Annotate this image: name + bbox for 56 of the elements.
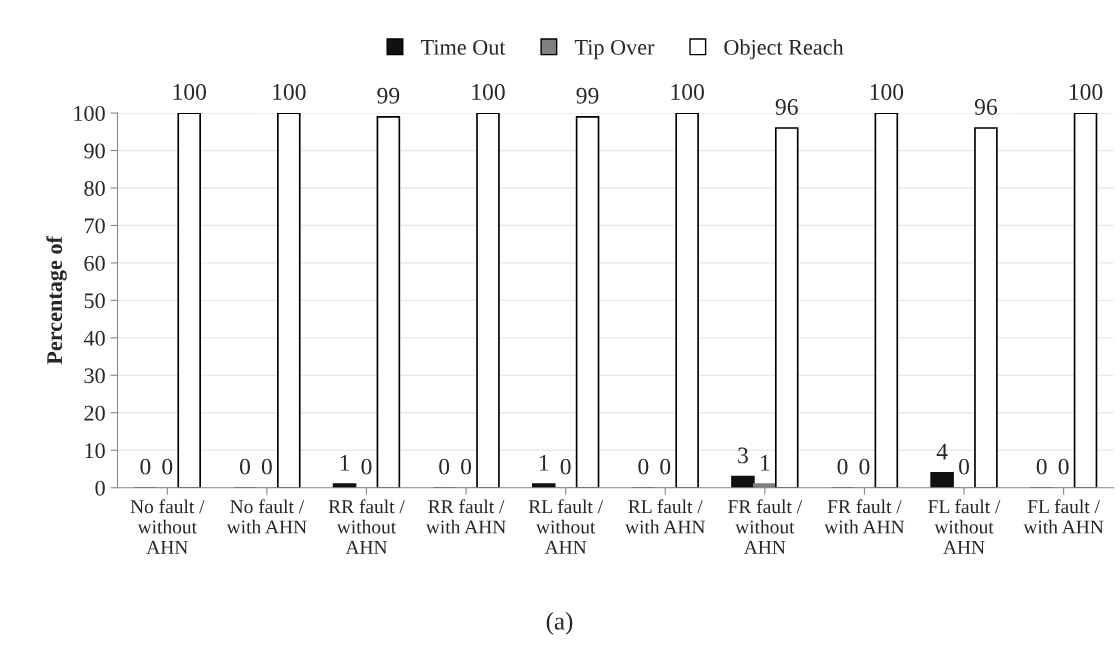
data-label: 1	[761, 455, 770, 471]
y-tick-label: 40	[83, 330, 105, 346]
y-tick-label: 50	[84, 293, 105, 309]
y-tick-label: 10	[85, 443, 105, 459]
x-tick-label: RL fault / with AHN	[625, 499, 706, 534]
data-label: 100	[273, 83, 306, 100]
x-tick-label: RR fault / with AHN	[425, 499, 506, 534]
data-label: 0	[261, 458, 272, 475]
data-label: 4	[936, 443, 948, 460]
data-label: 0	[140, 458, 151, 475]
data-label: 0	[1036, 458, 1047, 475]
data-label: 100	[472, 83, 505, 100]
legend-label: Tip Over	[574, 39, 655, 60]
y-tick-label: 20	[84, 405, 105, 421]
y-tick-label: 30	[84, 368, 105, 384]
text: (a)	[546, 612, 573, 635]
data-label: 100	[1069, 83, 1103, 100]
y-tick-label: 90	[84, 143, 105, 159]
x-tick-label: No fault / without AHN	[130, 499, 205, 554]
data-label: 0	[239, 458, 250, 475]
data-label: 0	[1058, 458, 1069, 475]
x-tick-label: FR fault / without AHN	[728, 499, 803, 554]
data-label: 0	[361, 458, 372, 475]
data-label: 100	[173, 83, 207, 100]
data-label: 0	[837, 458, 848, 475]
x-tick-label: RL fault / without AHN	[528, 499, 604, 554]
data-label: 3	[738, 447, 748, 464]
data-label: 99	[377, 87, 400, 104]
y-axis-title: Percentage of	[46, 235, 67, 365]
data-label: 0	[638, 458, 649, 475]
data-label: 0	[560, 458, 571, 475]
data-label: 100	[671, 83, 704, 100]
y-tick-label: 0	[95, 480, 105, 496]
y-tick-label: 80	[84, 180, 105, 196]
data-label: 96	[974, 99, 998, 115]
data-label: 1	[340, 455, 350, 471]
data-label: 0	[859, 458, 870, 475]
data-label: 0	[162, 458, 173, 475]
data-label: 0	[461, 458, 472, 475]
legend-label: Time Out	[420, 39, 506, 55]
data-label: 1	[539, 455, 549, 471]
data-label: 96	[775, 99, 798, 115]
data-label: 0	[660, 458, 671, 475]
data-label: 0	[439, 458, 450, 475]
x-tick-label: FL fault / without AHN	[928, 499, 1001, 554]
y-tick-label: 60	[84, 255, 105, 271]
y-tick-label: 70	[84, 218, 105, 234]
x-tick-label: RR fault / without AHN	[328, 499, 405, 554]
legend-label: Object Reach	[724, 39, 844, 60]
data-label: 99	[576, 87, 599, 104]
x-tick-label: No fault / with AHN	[226, 499, 307, 534]
data-label: 100	[870, 83, 904, 100]
x-tick-label: FR fault / with AHN	[824, 499, 905, 534]
y-tick-label: 100	[74, 105, 105, 121]
x-tick-label: FL fault / with AHN	[1023, 499, 1104, 534]
data-label: 0	[959, 458, 970, 475]
